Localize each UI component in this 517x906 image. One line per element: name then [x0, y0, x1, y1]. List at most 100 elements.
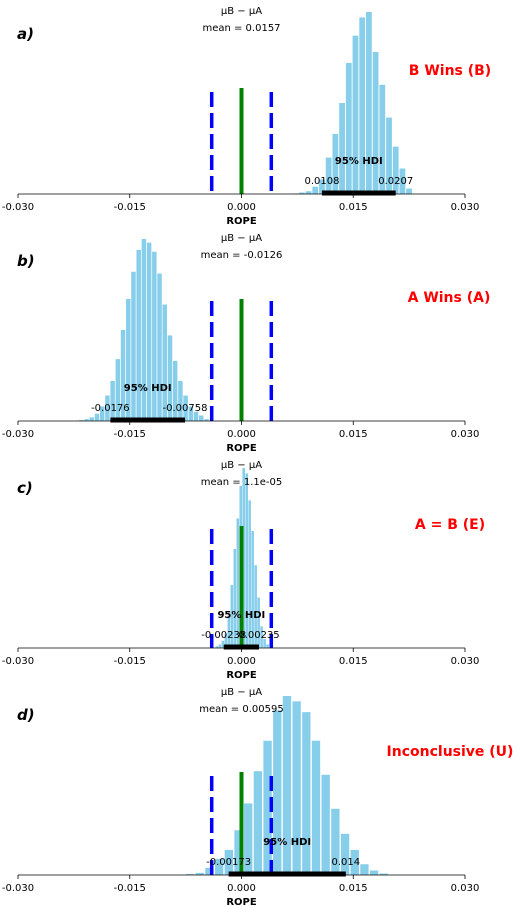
panel-c: -0.030 -0.015 0.000 0.015 0.030 ROPE c) μB − μA… — [2, 460, 485, 681]
histogram-bar — [215, 646, 219, 648]
histogram-bar — [311, 740, 321, 875]
chart-subtitle: mean = -0.0126 — [201, 250, 283, 261]
hdi-high-value: 0.00235 — [238, 630, 279, 641]
histogram-bar — [131, 271, 136, 421]
hdi-label: 95% HDI — [217, 610, 265, 621]
histogram-bar — [369, 870, 379, 875]
hdi-label: 95% HDI — [124, 383, 172, 394]
histogram-bar — [366, 12, 372, 194]
x-tick-label: 0.015 — [339, 656, 368, 667]
histogram-bar — [84, 419, 89, 421]
histogram-bar — [254, 565, 257, 648]
histogram-bar — [136, 249, 141, 421]
histogram-bar — [392, 146, 399, 194]
histogram-bar — [236, 518, 240, 648]
histogram-bar — [162, 304, 167, 421]
histogram-bar — [248, 500, 251, 648]
histogram-bar — [399, 168, 406, 194]
hdi-high-value: -0.00758 — [163, 403, 208, 414]
histogram-bar — [406, 188, 413, 194]
histogram-bar — [152, 251, 157, 421]
x-tick-label: 0.030 — [451, 656, 480, 667]
histogram-bar — [218, 644, 222, 648]
histogram-bar — [325, 157, 332, 194]
histogram-bar — [379, 84, 386, 194]
verdict-label: Inconclusive (U) — [387, 744, 514, 760]
chart-title: μB − μA — [221, 6, 262, 17]
x-tick-label: 0.030 — [451, 429, 480, 440]
x-tick-label: 0.000 — [227, 656, 256, 667]
panel-label: c) — [17, 479, 33, 497]
panel-d: -0.030 -0.015 0.000 0.015 0.030 ROPE d) μB − μA… — [2, 687, 514, 906]
histogram-bar — [360, 864, 369, 875]
histogram-bar — [193, 411, 199, 421]
histogram-bar — [157, 273, 162, 421]
hdi-low-value: 0.0108 — [304, 176, 339, 187]
chart-title: μB − μA — [221, 460, 262, 471]
histogram-bar — [224, 633, 228, 648]
histogram-bar — [199, 415, 204, 421]
histogram-bar — [99, 406, 105, 421]
histogram-bar — [340, 833, 350, 875]
histogram-bar — [167, 335, 173, 421]
panel-label: a) — [17, 25, 34, 43]
x-tick-label: 0.015 — [339, 202, 368, 213]
x-tick-label: 0.015 — [339, 883, 368, 894]
hdi-low-value: -0.0176 — [91, 403, 130, 414]
verdict-label: B Wins (B) — [409, 63, 491, 79]
histogram-bar — [214, 858, 224, 875]
histogram-bar — [305, 191, 312, 194]
histogram-bar — [321, 774, 330, 875]
chart-subtitle: mean = 0.00595 — [199, 704, 283, 715]
histogram-bar — [146, 242, 152, 421]
verdict-label: A Wins (A) — [408, 290, 491, 306]
histogram-bar — [245, 473, 248, 648]
histogram-bar — [372, 52, 379, 194]
histogram-bar — [221, 640, 225, 648]
histogram-bar — [292, 701, 301, 875]
panel-b: -0.030 -0.015 0.000 0.015 0.030 ROPE b) μB − μA… — [2, 233, 491, 454]
histogram-bar — [234, 830, 243, 875]
hdi-label: 95% HDI — [263, 837, 311, 848]
histogram-bar — [350, 849, 359, 875]
panel-a: -0.030 -0.015 0.000 0.015 0.030 ROPE a) μB − μA… — [2, 6, 491, 227]
histogram-bar — [227, 617, 231, 648]
histogram-bar — [110, 380, 115, 421]
histogram-bar — [195, 872, 204, 875]
histogram-bar — [89, 417, 94, 421]
x-tick-label: 0.030 — [451, 883, 480, 894]
x-axis-label: ROPE — [226, 443, 257, 454]
panel-label: d) — [17, 706, 35, 724]
histogram-bar — [312, 186, 319, 194]
histogram-bar — [260, 626, 263, 648]
x-tick-label: -0.030 — [2, 656, 34, 667]
histogram-bar — [230, 585, 234, 648]
histogram-bar — [233, 549, 237, 648]
histogram-bar — [178, 380, 183, 421]
histogram-bar — [115, 359, 121, 421]
hdi-high-value: 0.014 — [331, 857, 360, 868]
histogram-bar — [319, 179, 325, 194]
x-axis-label: ROPE — [226, 216, 257, 227]
histogram-bar — [273, 710, 282, 875]
x-tick-label: -0.030 — [2, 202, 34, 213]
histogram-bar — [263, 740, 272, 875]
x-tick-label: 0.000 — [227, 429, 256, 440]
chart-title: μB − μA — [221, 233, 262, 244]
x-tick-label: -0.030 — [2, 883, 34, 894]
histogram-bar — [257, 597, 260, 648]
histogram-bar — [251, 531, 254, 648]
chart-title: μB − μA — [221, 687, 262, 698]
chart-subtitle: mean = 1.1e-05 — [201, 477, 282, 488]
hdi-high-value: 0.0207 — [378, 176, 413, 187]
histogram-bar — [204, 419, 209, 421]
histogram-bar — [141, 239, 147, 421]
panel-label: b) — [17, 252, 35, 270]
hdi-low-value: -0.00173 — [206, 857, 251, 868]
histogram-bar — [298, 192, 305, 194]
chart-subtitle: mean = 0.0157 — [202, 23, 280, 34]
histogram-bar — [172, 360, 178, 421]
x-tick-label: 0.030 — [451, 202, 480, 213]
histogram-bar — [242, 468, 246, 648]
